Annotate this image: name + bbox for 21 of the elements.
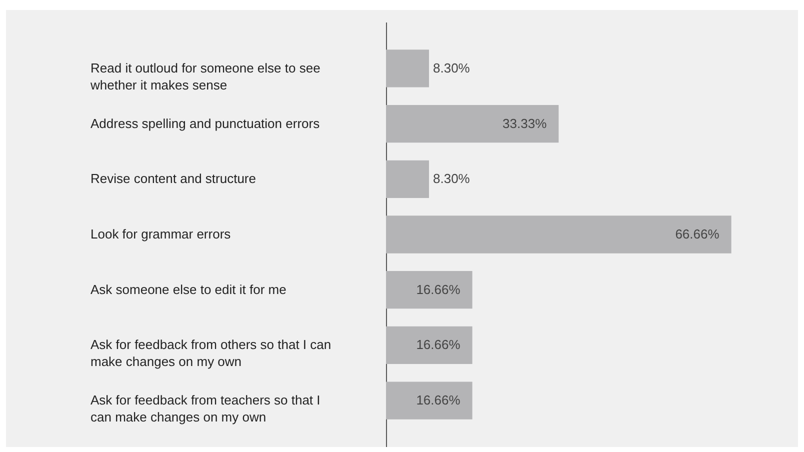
bar [386,216,732,254]
y-tick-label: Look for grammar errors [90,226,232,242]
bar [386,326,472,364]
bar [386,105,559,143]
bar [386,271,472,309]
y-tick-label: Revise content and structure [90,171,256,186]
y-tick-label: Ask for feedback from teachers so that I can make changes on my own [90,392,320,425]
data-label: 66.66% [675,226,720,242]
bar [386,50,429,88]
bar [386,160,429,198]
data-label: 8.30% [432,171,470,186]
y-tick-label: Address spelling and punctuation errors [90,116,320,131]
data-label: 16.66% [416,392,461,408]
y-tick-label: Ask someone else to edit it for me [90,282,286,297]
data-label: 33.33% [502,116,548,131]
bar [386,382,472,420]
data-label: 8.30% [432,60,470,76]
y-tick-label: Read it outloud for someone else to see whether it makes sense [90,60,320,92]
y-tick-label: Ask for feedback from others so that I can make changes on my own [90,337,332,370]
data-label: 16.66% [416,282,461,297]
data-label: 16.66% [416,337,461,352]
